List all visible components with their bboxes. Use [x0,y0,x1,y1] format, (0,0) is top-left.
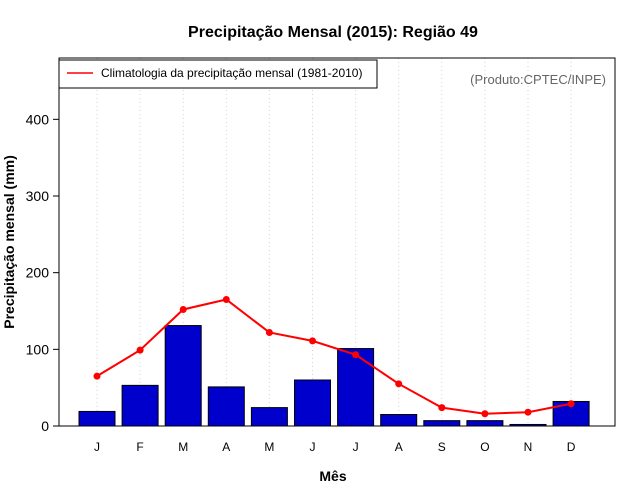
climatology-line-group [93,296,575,418]
y-tick-label: 200 [26,265,50,281]
x-tick-label: M [264,440,274,454]
credit-annotation: (Produto:CPTEC/INPE) [470,72,606,87]
x-tick-label: S [438,440,446,454]
climatology-point [567,400,575,408]
climatology-point [524,408,532,416]
x-axis-title: Mês [319,468,346,484]
x-tick-label: J [310,440,316,454]
bar [207,386,245,427]
bar [250,407,288,427]
x-tick-label: A [395,440,403,454]
y-axis: 0 100 200 300 400 [26,111,60,434]
x-tick-label: O [480,440,489,454]
climatology-point [136,346,144,354]
climatology-point [265,328,273,336]
bar [423,420,461,427]
bar [337,348,375,427]
x-tick-label: F [136,440,143,454]
climatology-point [395,380,403,388]
climatology-point [179,305,187,313]
climatology-point [309,337,316,345]
x-tick-label: A [222,440,230,454]
grid [96,58,572,426]
x-tick-label: M [178,440,188,454]
bar [164,325,202,427]
climatology-point [352,351,360,359]
bar [380,414,418,427]
bar [466,420,504,427]
climatology-point [222,296,230,303]
x-tick-label: J [353,440,359,454]
climatology-point [481,410,489,418]
y-tick-label: 0 [41,418,49,434]
y-tick-label: 300 [26,188,50,204]
x-tick-label: J [94,440,100,454]
bar [78,410,116,427]
climatology-line [96,298,572,415]
bar [294,379,331,427]
legend: Climatologia da precipitação mensal (198… [58,59,378,89]
bar [121,384,159,427]
x-tick-label: D [567,440,576,454]
y-tick-label: 100 [26,341,50,357]
chart-title: Precipitação Mensal (2015): Região 49 [188,24,478,41]
y-axis-title: Precipitação mensal (mm) [1,155,17,329]
legend-box [58,59,378,89]
y-tick-label: 400 [26,111,50,127]
climatology-point [93,372,101,380]
x-tick-label: N [524,440,533,454]
legend-label-climatology: Climatologia da precipitação mensal (198… [101,66,362,80]
climatology-point [438,404,446,412]
